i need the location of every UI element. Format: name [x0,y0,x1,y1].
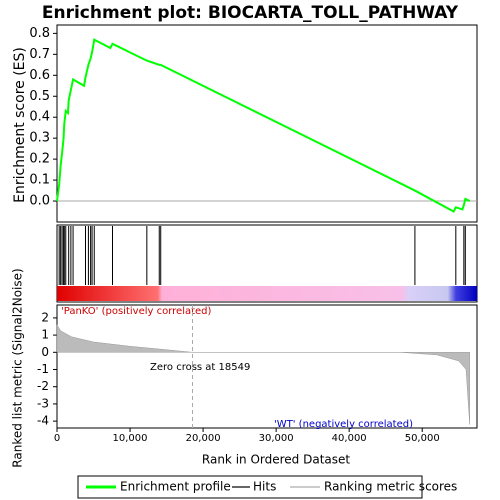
y-tick-label: 0.0 [29,194,50,209]
y-axis-title: Enrichment score (ES) [12,47,28,203]
metric-panel [56,304,478,429]
x-tick-label: 10,000 [113,433,148,444]
y2-tick-label: 2 [41,310,49,324]
y-tick-label: 0.3 [29,131,50,146]
legend-label: Enrichment profile [120,480,231,494]
y2-tick-label: -3 [37,396,49,410]
y-tick-label: 0.4 [29,110,50,125]
x-tick-label: 50,000 [405,433,440,444]
y-tick-label: 0.6 [29,68,50,83]
y-tick-label: 0.8 [29,26,50,41]
y-tick-label: 0.1 [29,173,50,188]
color-bar [57,286,477,301]
x-tick-label: 40,000 [332,433,367,444]
y2-tick-label: 0 [41,345,49,359]
y-tick-label: 0.2 [29,152,50,167]
positive-label: 'PanKO' (positively correlated) [61,306,212,317]
y-tick-label: 0.7 [29,47,50,62]
enrichment-line [56,38,471,213]
x-tick-label: 30,000 [259,433,294,444]
y2-axis-title: Ranked list metric (Signal2Noise) [11,268,25,467]
y2-tick-label: -1 [37,362,49,376]
x-tick-label: 0 [54,433,60,444]
y2-tick-label: 1 [41,328,49,342]
chart-title: Enrichment plot: BIOCARTA_TOLL_PATHWAY [42,3,459,23]
negative-label: 'WT' (negatively correlated) [274,419,413,430]
x-tick-label: 20,000 [186,433,221,444]
y2-tick-label: -2 [37,379,49,393]
zero-cross-label: Zero cross at 18549 [150,362,250,373]
x-axis-title: Rank in Ordered Dataset [202,453,350,467]
y-tick-label: 0.5 [29,89,50,104]
legend-label: Hits [253,480,276,494]
y2-tick-label: -4 [37,414,49,428]
metric-area [56,323,470,425]
legend-label: Ranking metric scores [324,480,457,494]
es-panel [56,24,478,223]
